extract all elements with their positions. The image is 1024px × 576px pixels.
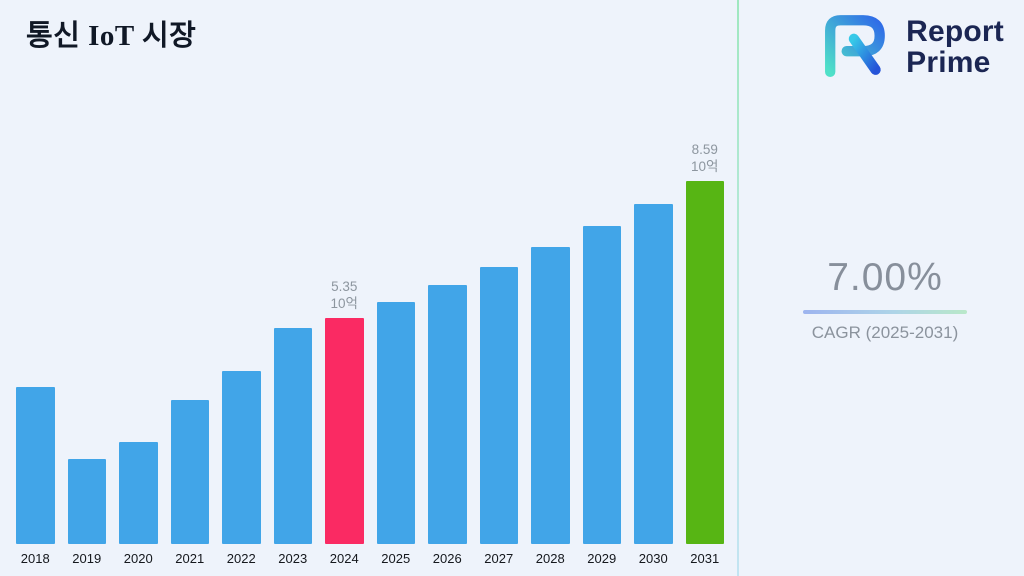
bar-column-2031: 8.59 10억 2031 (685, 136, 724, 566)
bar-column-2027: 2027 (479, 136, 518, 566)
bar-2022 (222, 371, 261, 544)
report-prime-logo-text: Report Prime (906, 14, 1004, 79)
x-axis-label-2023: 2023 (278, 551, 308, 566)
bar-2020 (119, 442, 158, 544)
bar-2019 (67, 459, 106, 544)
panel-divider (737, 0, 739, 576)
x-axis-label-2019: 2019 (72, 551, 102, 566)
x-axis-label-2025: 2025 (381, 551, 411, 566)
x-axis-label-2029: 2029 (587, 551, 617, 566)
bar-column-2023: 2023 (273, 136, 312, 566)
bar-value-label-2024: 5.35 10억 (330, 278, 358, 312)
x-axis-label-2028: 2028 (535, 551, 565, 566)
x-axis-label-2026: 2026 (432, 551, 462, 566)
bar-column-2028: 2028 (531, 136, 570, 566)
bar-column-2029: 2029 (582, 136, 621, 566)
x-axis-label-2027: 2027 (484, 551, 514, 566)
bar-column-2022: 2022 (222, 136, 261, 566)
bar-chart: 2018 2019 2020 2021 2022 2023 5.35 10억 2024 2025 2… (16, 136, 724, 566)
logo-text-line1: Report (906, 14, 1004, 48)
x-axis-label-2030: 2030 (638, 551, 668, 566)
cagr-underline (803, 310, 967, 314)
report-prime-logo: Report Prime (818, 12, 1004, 83)
x-axis-label-2020: 2020 (123, 551, 153, 566)
cagr-value: 7.00% (827, 256, 943, 299)
x-axis-label-2022: 2022 (226, 551, 256, 566)
bar-2026 (428, 285, 467, 544)
bar-2021 (170, 400, 209, 544)
bar-column-2019: 2019 (67, 136, 106, 566)
bar-column-2020: 2020 (119, 136, 158, 566)
page-title: 통신 IoT 시장 (26, 20, 197, 52)
cagr-label: CAGR (2025-2031) (811, 323, 959, 342)
x-axis-label-2031: 2031 (690, 551, 720, 566)
cagr-block: 7.00% CAGR (2025-2031) (800, 256, 970, 343)
bar-2018 (16, 387, 55, 544)
x-axis-label-2021: 2021 (175, 551, 205, 566)
bar-column-2024: 5.35 10억 2024 (325, 136, 364, 566)
bar-2024 (325, 318, 364, 544)
bar-2023 (273, 328, 312, 544)
logo-text-line2: Prime (906, 45, 991, 79)
x-axis-label-2024: 2024 (329, 551, 359, 566)
x-axis-label-2018: 2018 (20, 551, 50, 566)
bar-2027 (479, 267, 518, 544)
bar-column-2018: 2018 (16, 136, 55, 566)
bar-column-2025: 2025 (376, 136, 415, 566)
bar-column-2021: 2021 (170, 136, 209, 566)
bar-2030 (634, 204, 673, 544)
bar-column-2030: 2030 (634, 136, 673, 566)
bar-column-2026: 2026 (428, 136, 467, 566)
bar-2029 (582, 226, 621, 544)
report-prime-logo-icon (818, 12, 896, 83)
bar-value-label-2031: 8.59 10억 (691, 141, 719, 175)
bar-2025 (376, 302, 415, 544)
bar-2028 (531, 247, 570, 544)
bar-2031 (685, 181, 724, 544)
bars-row: 2018 2019 2020 2021 2022 2023 5.35 10억 2024 2025 2… (16, 136, 724, 566)
